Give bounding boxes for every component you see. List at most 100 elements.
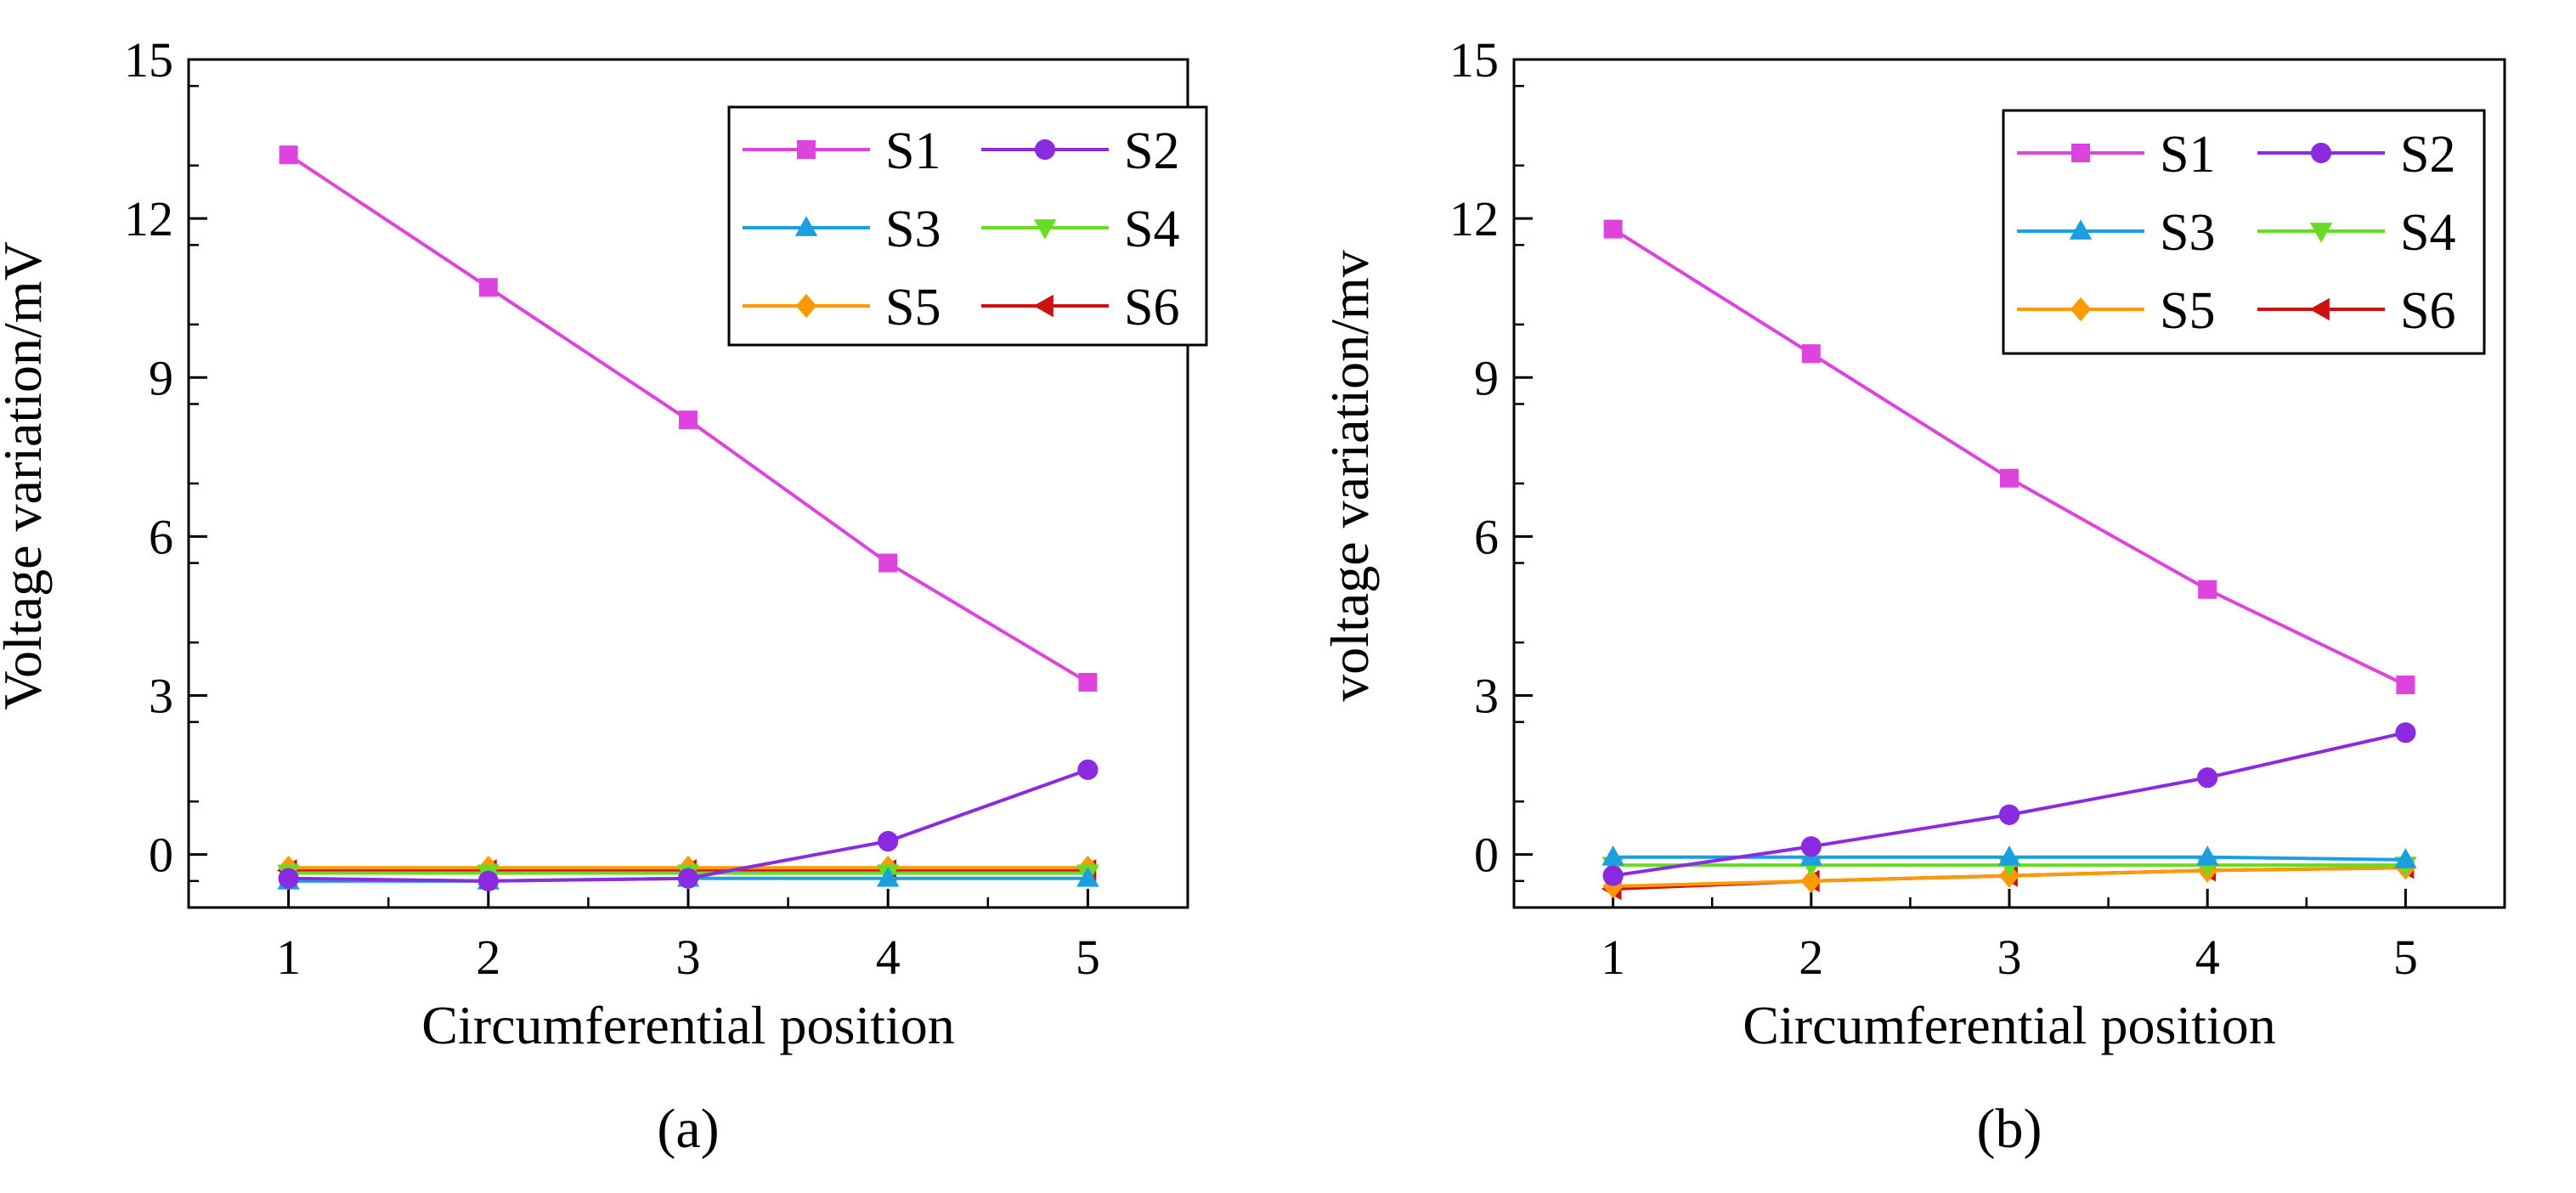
- legend: S1 S2 S3 S4 S5 S6: [727, 105, 1208, 347]
- legend-marker: [1033, 219, 1057, 240]
- data-point: [279, 145, 298, 165]
- legend-label: S2: [1124, 122, 1179, 180]
- data-point: [478, 278, 498, 297]
- panel-label: (a): [657, 1098, 719, 1160]
- x-tick-label: 3: [676, 930, 701, 985]
- data-point: [477, 870, 499, 891]
- legend-marker: [2070, 297, 2092, 322]
- data-point: [2000, 468, 2019, 488]
- legend-marker: [2309, 223, 2333, 243]
- x-axis-title: Circumferential position: [1743, 995, 2275, 1055]
- legend-marker: [797, 140, 816, 159]
- data-point: [278, 868, 299, 889]
- y-tick-label: 6: [1474, 509, 1499, 564]
- data-point: [2196, 845, 2219, 866]
- legend-label: S4: [2400, 204, 2455, 262]
- x-tick-label: 2: [476, 930, 500, 985]
- y-axis-title: Voltage variation/mV: [0, 241, 53, 710]
- x-tick-label: 4: [876, 930, 901, 985]
- data-point: [1997, 845, 2021, 866]
- x-tick-label: 1: [1601, 930, 1625, 985]
- x-tick-label: 5: [2393, 930, 2418, 985]
- y-tick-label: 9: [149, 350, 173, 405]
- legend-label: S1: [2160, 126, 2215, 184]
- legend-item-s2: S2: [2257, 126, 2455, 184]
- series-s2: [1602, 722, 2416, 886]
- data-point: [679, 410, 698, 430]
- data-point: [877, 866, 900, 887]
- legend-label: S3: [2160, 204, 2215, 262]
- legend-label: S3: [885, 201, 941, 258]
- legend-marker: [2069, 219, 2093, 240]
- legend-label: S1: [885, 122, 941, 180]
- legend-marker: [795, 293, 817, 319]
- data-point: [2197, 767, 2218, 789]
- data-point: [878, 553, 898, 573]
- legend-label: S6: [1124, 279, 1179, 336]
- y-tick-label: 15: [124, 32, 173, 88]
- data-point: [1800, 868, 1822, 894]
- legend-label: S2: [2400, 126, 2455, 184]
- x-tick-label: 2: [1799, 930, 1823, 985]
- y-tick-label: 0: [149, 828, 173, 883]
- legend-marker: [2309, 297, 2330, 321]
- legend-item-s5: S5: [743, 279, 941, 336]
- x-axis-title: Circumferential position: [421, 995, 954, 1055]
- data-point: [1078, 672, 1098, 692]
- y-tick-label: 15: [1449, 32, 1499, 88]
- data-point: [1076, 866, 1099, 887]
- data-point: [677, 868, 699, 889]
- series-s2: [278, 759, 1099, 891]
- legend-item-s3: S3: [743, 201, 941, 258]
- y-tick-label: 12: [1449, 191, 1499, 246]
- panel-label: (b): [1977, 1098, 2042, 1160]
- legend-marker: [1034, 139, 1056, 161]
- y-tick-label: 3: [1474, 669, 1499, 724]
- legend-label: S4: [1124, 201, 1179, 258]
- legend-item-s6: S6: [981, 279, 1179, 336]
- x-tick-label: 1: [276, 930, 301, 985]
- legend-marker: [794, 216, 818, 236]
- x-tick-label: 5: [1076, 930, 1100, 985]
- legend-marker: [1033, 294, 1054, 318]
- y-tick-label: 12: [124, 191, 173, 246]
- data-point: [2394, 848, 2417, 868]
- data-point: [1602, 845, 1624, 866]
- legend-item-s4: S4: [981, 201, 1179, 258]
- y-tick-label: 3: [149, 669, 173, 724]
- legend-marker: [2310, 142, 2332, 164]
- legend-label: S5: [885, 279, 941, 336]
- x-tick-label: 4: [2195, 930, 2220, 985]
- data-point: [2198, 580, 2217, 599]
- legend-item-s4: S4: [2257, 204, 2455, 262]
- legend-item-s5: S5: [2017, 282, 2215, 340]
- y-tick-label: 0: [1474, 828, 1499, 883]
- data-point: [1602, 865, 1624, 886]
- y-tick-label: 6: [149, 509, 173, 564]
- data-point: [878, 830, 899, 852]
- series-s1: [1603, 219, 2415, 695]
- legend-item-s1: S1: [743, 122, 941, 180]
- data-point: [2396, 676, 2415, 695]
- x-tick-label: 3: [1997, 930, 2022, 985]
- legend-item-s1: S1: [2017, 126, 2215, 184]
- y-tick-label: 9: [1474, 350, 1499, 405]
- data-point: [1801, 344, 1821, 364]
- legend-label: S6: [2400, 282, 2455, 340]
- legend-item-s3: S3: [2017, 204, 2215, 262]
- legend-item-s2: S2: [981, 122, 1179, 180]
- data-point: [1603, 219, 1623, 239]
- y-axis-title: voltage variation/mv: [1319, 250, 1380, 701]
- data-point: [1998, 804, 2020, 825]
- legend-label: S5: [2160, 282, 2215, 340]
- data-point: [1077, 759, 1099, 780]
- legend-marker: [2071, 144, 2090, 162]
- legend: S1 S2 S3 S4 S5 S6: [2002, 109, 2486, 355]
- series-s1: [279, 145, 1098, 692]
- legend-item-s6: S6: [2257, 282, 2455, 340]
- data-point: [1800, 836, 1822, 857]
- data-point: [2395, 722, 2416, 744]
